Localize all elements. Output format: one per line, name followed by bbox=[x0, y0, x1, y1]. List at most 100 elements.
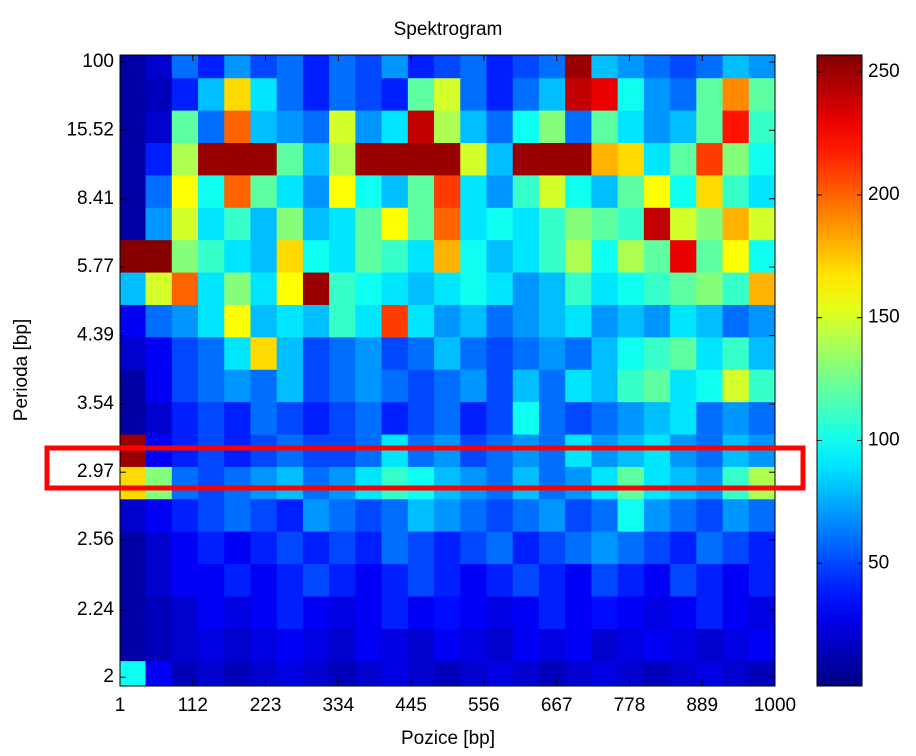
heatmap-cell bbox=[748, 531, 775, 565]
heatmap-cell bbox=[250, 78, 278, 112]
heatmap-cell bbox=[486, 596, 514, 630]
y-tick-label: 100 bbox=[82, 51, 114, 72]
heatmap-cell bbox=[120, 110, 147, 144]
highlight-box bbox=[44, 445, 806, 491]
heatmap-cell bbox=[434, 628, 461, 662]
heatmap-cell bbox=[407, 434, 435, 468]
heatmap-cell bbox=[538, 564, 566, 598]
heatmap-cell bbox=[617, 564, 645, 598]
heatmap-cell bbox=[250, 143, 278, 176]
heatmap-cell bbox=[722, 272, 750, 306]
heatmap-cell bbox=[171, 55, 199, 79]
heatmap-cell bbox=[276, 207, 304, 241]
heatmap-cell bbox=[302, 628, 330, 662]
heatmap-cell bbox=[460, 531, 488, 565]
heatmap-cell bbox=[748, 272, 775, 306]
heatmap-cell bbox=[145, 272, 173, 306]
heatmap-cell bbox=[434, 402, 461, 436]
heatmap-cell bbox=[381, 55, 409, 79]
heatmap-cell bbox=[120, 369, 147, 403]
heatmap-cell bbox=[565, 207, 593, 241]
heatmap-cell bbox=[486, 564, 514, 598]
heatmap-cell bbox=[407, 207, 435, 241]
heatmap-cell bbox=[145, 596, 173, 630]
heatmap-cell bbox=[407, 55, 435, 79]
chart-title: Spektrogram bbox=[394, 19, 503, 40]
heatmap-cell bbox=[591, 369, 619, 403]
heatmap-cell bbox=[696, 402, 724, 436]
heatmap-cell bbox=[722, 466, 750, 500]
heatmap-cell bbox=[696, 55, 724, 79]
heatmap-cell bbox=[591, 564, 619, 598]
heatmap-cell bbox=[145, 240, 173, 274]
heatmap-cell bbox=[512, 661, 540, 686]
heatmap-cell bbox=[591, 175, 619, 209]
heatmap-cell bbox=[120, 337, 147, 371]
heatmap-cell bbox=[565, 661, 593, 686]
heatmap-cell bbox=[198, 110, 225, 144]
heatmap-cell bbox=[355, 110, 383, 144]
heatmap-cell bbox=[486, 466, 514, 500]
heatmap-cell bbox=[512, 272, 540, 306]
heatmap-cell bbox=[670, 402, 697, 436]
heatmap-cell bbox=[486, 661, 514, 686]
heatmap-cell bbox=[670, 55, 697, 79]
heatmap-cell bbox=[722, 110, 750, 144]
heatmap-cell bbox=[434, 466, 461, 500]
heatmap-cell bbox=[538, 272, 566, 306]
heatmap-cell bbox=[748, 402, 775, 436]
heatmap-cell bbox=[198, 369, 225, 403]
heatmap-cell bbox=[224, 466, 252, 500]
heatmap-cell bbox=[512, 175, 540, 209]
heatmap-cell bbox=[565, 110, 593, 144]
heatmap-cell bbox=[250, 628, 278, 662]
heatmap-cell bbox=[460, 402, 488, 436]
heatmap-cell bbox=[670, 369, 697, 403]
heatmap-cell bbox=[722, 207, 750, 241]
heatmap-cell bbox=[591, 337, 619, 371]
heatmap-cell bbox=[538, 175, 566, 209]
heatmap-cell bbox=[696, 531, 724, 565]
heatmap-cell bbox=[643, 402, 671, 436]
heatmap-cell bbox=[670, 564, 697, 598]
heatmap-cell bbox=[512, 207, 540, 241]
heatmap-cell bbox=[145, 661, 173, 686]
heatmap-cell bbox=[355, 304, 383, 338]
heatmap-cell bbox=[538, 240, 566, 274]
heatmap bbox=[120, 55, 775, 686]
heatmap-cell bbox=[670, 337, 697, 371]
heatmap-cell bbox=[302, 110, 330, 144]
heatmap-cell bbox=[670, 240, 697, 274]
heatmap-cell bbox=[355, 369, 383, 403]
heatmap-cell bbox=[171, 304, 199, 338]
heatmap-cell bbox=[276, 402, 304, 436]
heatmap-cell bbox=[617, 143, 645, 176]
heatmap-cell bbox=[381, 628, 409, 662]
heatmap-cell bbox=[722, 628, 750, 662]
heatmap-cell bbox=[460, 175, 488, 209]
heatmap-cell bbox=[434, 661, 461, 686]
heatmap-cell bbox=[302, 466, 330, 500]
heatmap-cell bbox=[250, 272, 278, 306]
heatmap-cell bbox=[565, 55, 593, 79]
heatmap-cell bbox=[145, 564, 173, 598]
heatmap-cell bbox=[722, 55, 750, 79]
heatmap-cell bbox=[302, 531, 330, 565]
heatmap-cell bbox=[460, 466, 488, 500]
heatmap-cell bbox=[355, 564, 383, 598]
heatmap-cell bbox=[329, 531, 356, 565]
heatmap-cell bbox=[198, 564, 225, 598]
heatmap-cell bbox=[145, 434, 173, 468]
heatmap-cell bbox=[722, 175, 750, 209]
x-tick-label: 667 bbox=[541, 695, 573, 716]
x-tick-label: 223 bbox=[250, 695, 282, 716]
heatmap-cell bbox=[355, 661, 383, 686]
heatmap-cell bbox=[198, 402, 225, 436]
heatmap-cell bbox=[643, 143, 671, 176]
colorbar-tick-label: 100 bbox=[868, 429, 900, 450]
heatmap-cell bbox=[276, 110, 304, 144]
heatmap-cell bbox=[722, 596, 750, 630]
heatmap-cell bbox=[434, 369, 461, 403]
heatmap-cell bbox=[381, 240, 409, 274]
